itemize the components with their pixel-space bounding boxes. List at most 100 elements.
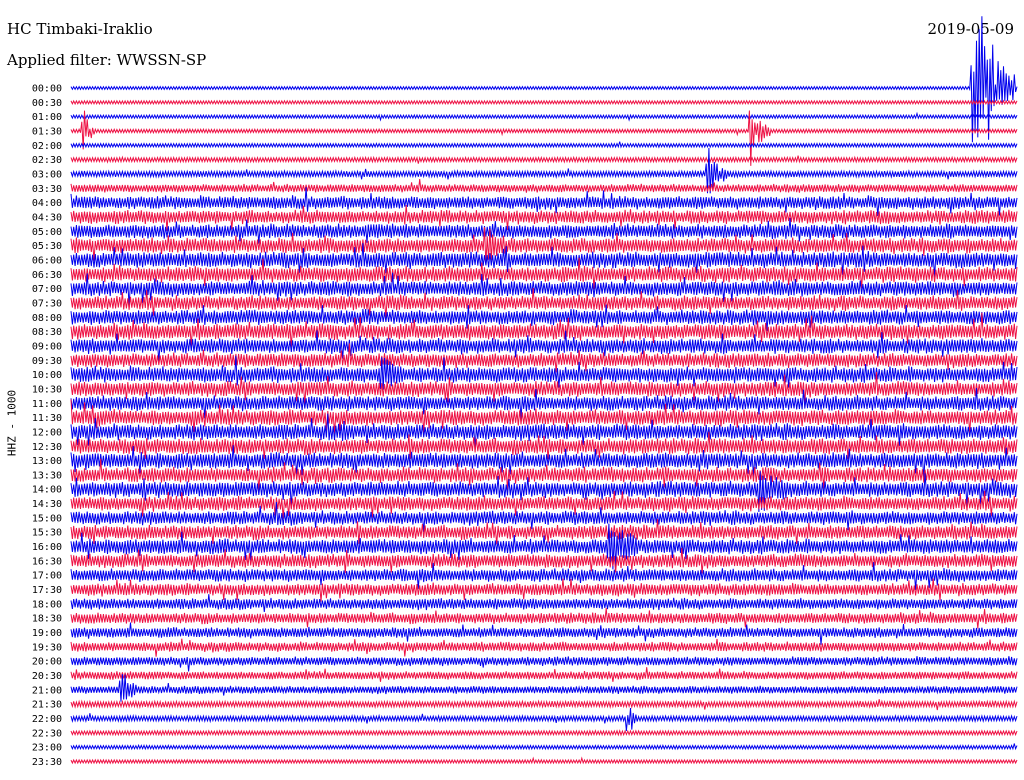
trace-line [70,656,1018,672]
time-tick-label: 10:30 [32,384,62,395]
time-tick-label: 01:00 [32,112,62,123]
trace-line [70,217,1018,244]
trace-line [70,110,1018,166]
trace-line [70,304,1018,332]
time-tick-label: 06:00 [32,255,62,266]
trace-line [70,243,1018,278]
time-tick-label: 01:30 [32,126,62,137]
trace-line [70,523,1018,570]
seismic-traces [70,16,1018,765]
time-tick-label: 03:30 [32,184,62,195]
time-tick-label: 23:30 [32,757,62,768]
time-tick-label: 00:30 [32,98,62,109]
trace-line [70,547,1018,574]
time-tick-label: 11:00 [32,399,62,410]
trace-line [70,371,1018,406]
trace-line [70,431,1018,460]
trace-line [70,187,1018,217]
time-tick-label: 20:00 [32,657,62,668]
time-tick-label: 02:00 [32,141,62,152]
trace-line [70,413,1018,449]
time-tick-label: 05:30 [32,241,62,252]
time-tick-label: 09:30 [32,356,62,367]
time-tick-label: 02:30 [32,155,62,166]
time-tick-label: 21:30 [32,700,62,711]
filter-label: Applied filter: WWSSN-SP [7,51,207,69]
time-tick-label: 04:00 [32,198,62,209]
time-tick-label: 08:30 [32,327,62,338]
trace-line [70,674,1018,702]
trace-line [70,518,1018,545]
trace-line [70,16,1018,143]
trace-line [70,638,1018,657]
time-tick-label: 14:00 [32,485,62,496]
time-tick-label: 16:30 [32,556,62,567]
trace-line [70,399,1018,435]
trace-line [70,330,1018,363]
trace-line [70,204,1018,231]
time-tick-label: 20:30 [32,671,62,682]
trace-line [70,355,1018,390]
time-tick-label: 12:00 [32,427,62,438]
trace-line [70,445,1018,480]
trace-line [70,147,1018,194]
time-tick-label: 17:00 [32,571,62,582]
time-tick-label: 07:00 [32,284,62,295]
date-label: 2019-05-09 [927,20,1014,38]
trace-line [70,312,1018,348]
trace-line [70,594,1018,612]
trace-line [70,458,1018,491]
trace-line [70,287,1018,320]
trace-line [70,387,1018,420]
trace-line [70,155,1018,164]
trace-line [70,756,1018,765]
time-tick-label: 21:00 [32,685,62,696]
trace-line [70,707,1018,732]
trace-line [70,743,1018,751]
time-tick-label: 06:30 [32,270,62,281]
time-tick-label: 15:00 [32,513,62,524]
trace-line [70,257,1018,290]
time-tick-label: 22:30 [32,728,62,739]
trace-line [70,729,1018,737]
trace-line [70,667,1018,682]
time-tick-label: 10:00 [32,370,62,381]
time-tick-label: 18:00 [32,599,62,610]
trace-line [70,99,1018,106]
time-tick-label: 19:30 [32,642,62,653]
trace-line [70,141,1018,149]
trace-line [70,226,1018,265]
trace-line [70,178,1018,193]
time-tick-label: 05:00 [32,227,62,238]
time-tick-label: 15:30 [32,528,62,539]
time-tick-label: 23:00 [32,743,62,754]
trace-line [70,699,1018,711]
trace-line [70,608,1018,629]
trace-line [70,272,1018,307]
time-tick-label: 22:00 [32,714,62,725]
time-tick-label: 08:00 [32,313,62,324]
time-tick-label: 14:30 [32,499,62,510]
trace-line [70,343,1018,373]
time-tick-label: 07:30 [32,298,62,309]
time-tick-label: 17:30 [32,585,62,596]
trace-line [70,501,1018,533]
time-tick-label: 16:00 [32,542,62,553]
time-tick-label: 04:30 [32,212,62,223]
trace-line [70,111,1018,122]
trace-line [70,562,1018,591]
time-tick-label: 13:30 [32,470,62,481]
time-tick-label: 09:00 [32,341,62,352]
time-tick-label: 13:00 [32,456,62,467]
trace-line [70,490,1018,519]
time-tick-label: 00:00 [32,84,62,95]
trace-line [70,471,1018,513]
station-title: HC Timbaki-Iraklio [7,20,153,38]
trace-line [70,578,1018,602]
time-tick-label: 11:30 [32,413,62,424]
trace-line [70,622,1018,645]
time-tick-label: 18:30 [32,614,62,625]
time-tick-labels: 00:00 00:30 01:00 01:30 02:00 02:30 03:00 03:30… [32,84,62,769]
time-tick-label: 19:00 [32,628,62,639]
